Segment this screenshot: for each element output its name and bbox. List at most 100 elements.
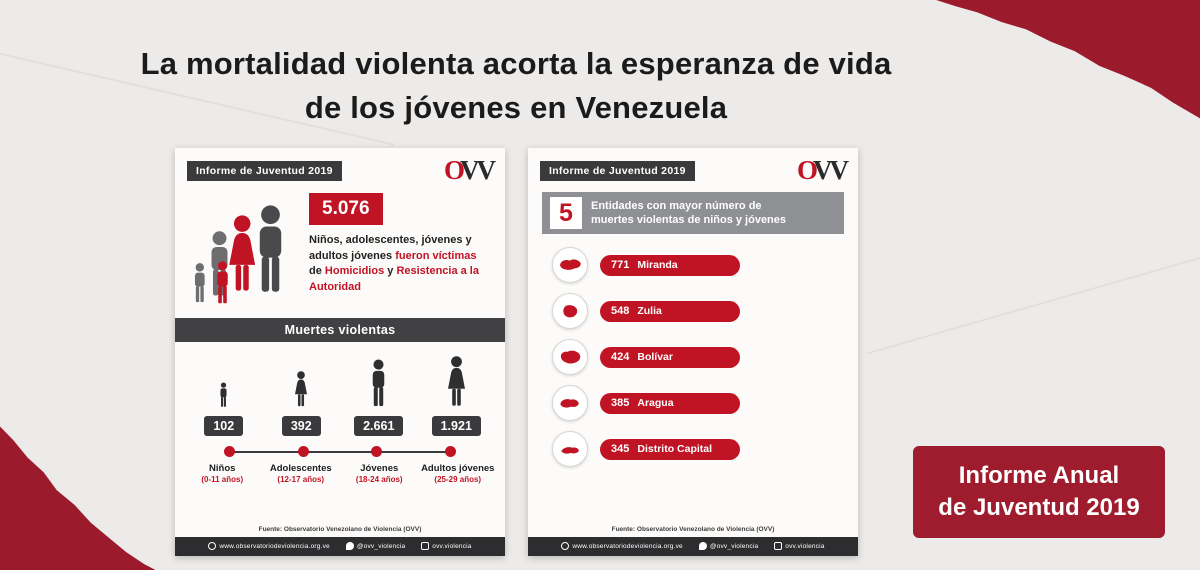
age-col-adolescentes: 392: [263, 371, 341, 436]
right-card-header: Informe de Juventud 2019 OVV: [528, 148, 858, 187]
timeline-dot: [444, 446, 456, 457]
left-infographic-card: Informe de Juventud 2019 OVV: [175, 148, 505, 556]
age-label-name: Adolescentes: [269, 463, 332, 474]
state-row-distrito-capital: 345 Distrito Capital: [552, 426, 858, 472]
total-victims-text: 5.076 Niños, adolescentes, jóvenes y adu…: [309, 193, 491, 310]
timeline-dot: [224, 446, 236, 457]
left-card-header: Informe de Juventud 2019 OVV: [175, 148, 505, 187]
age-col-ninos: 102: [185, 382, 263, 436]
annual-report-badge: Informe Anual de Juventud 2019: [913, 446, 1165, 538]
timeline-dot: [297, 446, 309, 457]
state-name: Miranda: [637, 259, 678, 271]
footer-website-text: www.observatoriodeviolencia.org.ve: [572, 542, 683, 550]
right-card-footer: www.observatoriodeviolencia.org.ve @ovv_…: [528, 537, 858, 556]
left-card-footer: www.observatoriodeviolencia.org.ve @ovv_…: [175, 537, 505, 556]
age-col-jovenes: 2.661: [340, 359, 418, 436]
ovv-logo-o: O: [796, 155, 818, 185]
footer-twitter-text: @ovv_violencia: [356, 542, 406, 550]
ovv-logo: OVV: [796, 155, 849, 185]
desc-part: de: [309, 265, 325, 278]
age-value-badge: 2.661: [354, 416, 404, 436]
globe-icon: [561, 542, 570, 550]
states-heading-box: 5 Entidades con mayor número de muertes …: [542, 192, 844, 234]
age-label: Adultos jóvenes (25-29 años): [419, 463, 498, 484]
footer-twitter: @ovv_violencia: [345, 542, 406, 550]
age-col-adultos-jovenes: 1.921: [418, 356, 496, 436]
page-title-line1: La mortalidad violenta acorta la esperan…: [140, 46, 892, 81]
timeline-line: [225, 451, 455, 453]
desc-part-highlight: fueron víctimas: [395, 249, 477, 262]
footer-instagram: ovv.violencia: [774, 542, 824, 550]
age-timeline: [193, 444, 487, 460]
footer-instagram-text: ovv.violencia: [432, 542, 472, 550]
ovv-logo-vv: VV: [460, 155, 496, 185]
desc-part: Niños, adolescentes, jóvenes y adultos j…: [309, 234, 472, 262]
state-value: 548: [611, 305, 630, 317]
footer-website-text: www.observatoriodeviolencia.org.ve: [219, 542, 330, 550]
age-label: Jóvenes (18-24 años): [340, 463, 419, 484]
age-value-badge: 392: [281, 416, 321, 436]
state-row-aragua: 385 Aragua: [552, 380, 858, 426]
footer-instagram-text: ovv.violencia: [785, 542, 825, 550]
state-pill: 548 Zulia: [600, 300, 740, 322]
young-adult-icon: [372, 359, 385, 407]
victims-description: Niños, adolescentes, jóvenes y adultos j…: [309, 233, 491, 295]
instagram-icon: [774, 542, 783, 550]
annual-badge-line2: de Juventud 2019: [938, 494, 1140, 521]
state-name: Zulia: [637, 305, 662, 317]
state-value: 385: [611, 397, 630, 409]
total-victims-number: 5.076: [309, 193, 383, 225]
child-icon: [220, 382, 227, 407]
states-heading-line2: muertes violentas de niños y jóvenes: [591, 214, 787, 226]
footer-instagram: ovv.violencia: [421, 542, 471, 550]
desc-part-highlight: Homicidios: [324, 265, 385, 278]
age-label: Niños (0-11 años): [183, 463, 262, 484]
twitter-icon: [345, 542, 354, 550]
state-row-miranda: 771 Miranda: [552, 242, 858, 288]
desc-part-highlight: Resistencia a la Autoridad: [309, 265, 479, 293]
state-pill: 345 Distrito Capital: [600, 438, 740, 460]
age-label-range: (25-29 años): [434, 475, 482, 484]
desc-part: y: [384, 265, 397, 278]
state-pill: 424 Bolívar: [600, 346, 740, 368]
state-row-bolivar: 424 Bolívar: [552, 334, 858, 380]
age-label-name: Niños: [209, 463, 236, 474]
instagram-icon: [421, 542, 430, 550]
paper-crease: [867, 247, 1200, 355]
footer-twitter-text: @ovv_violencia: [709, 542, 759, 550]
top-five-digit: 5: [550, 197, 582, 229]
age-label-name: Jóvenes: [360, 463, 399, 474]
state-value: 771: [611, 259, 630, 271]
state-name: Bolívar: [637, 351, 673, 363]
states-chart: 771 Miranda 548 Zulia: [528, 236, 858, 472]
report-badge: Informe de Juventud 2019: [540, 160, 695, 181]
aragua-map-icon: [560, 399, 579, 408]
age-label-range: (12-17 años): [277, 475, 325, 484]
zulia-map-icon: [562, 304, 577, 317]
state-value: 424: [611, 351, 630, 363]
state-pill: 771 Miranda: [600, 254, 740, 276]
ovv-logo: OVV: [444, 155, 496, 185]
footer-twitter: @ovv_violencia: [698, 542, 759, 550]
people-group-icon: [189, 193, 301, 310]
age-label-range: (18-24 años): [355, 475, 403, 484]
state-map-circle: [552, 293, 588, 329]
age-value-badge: 102: [204, 416, 244, 436]
report-badge: Informe de Juventud 2019: [187, 160, 342, 181]
states-heading-text: Entidades con mayor número de muertes vi…: [591, 199, 786, 228]
age-value-badge: 1.921: [431, 416, 481, 436]
footer-website: www.observatoriodeviolencia.org.ve: [208, 542, 330, 550]
age-label-name: Adultos jóvenes: [421, 463, 495, 474]
section-title-bar: Muertes violentas: [175, 318, 505, 342]
state-map-circle: [552, 431, 588, 467]
right-infographic-card: Informe de Juventud 2019 OVV 5 Entidades…: [528, 148, 858, 556]
annual-badge-line1: Informe Anual: [958, 461, 1120, 489]
state-name: Distrito Capital: [637, 443, 713, 455]
states-heading-line1: Entidades con mayor número de: [591, 199, 762, 212]
total-victims-block: 5.076 Niños, adolescentes, jóvenes y adu…: [175, 187, 505, 318]
ovv-logo-vv: VV: [813, 155, 849, 185]
page-title-line2: de los jóvenes en Venezuela: [304, 90, 728, 126]
timeline-dots: [193, 444, 487, 457]
miranda-map-icon: [559, 259, 581, 270]
